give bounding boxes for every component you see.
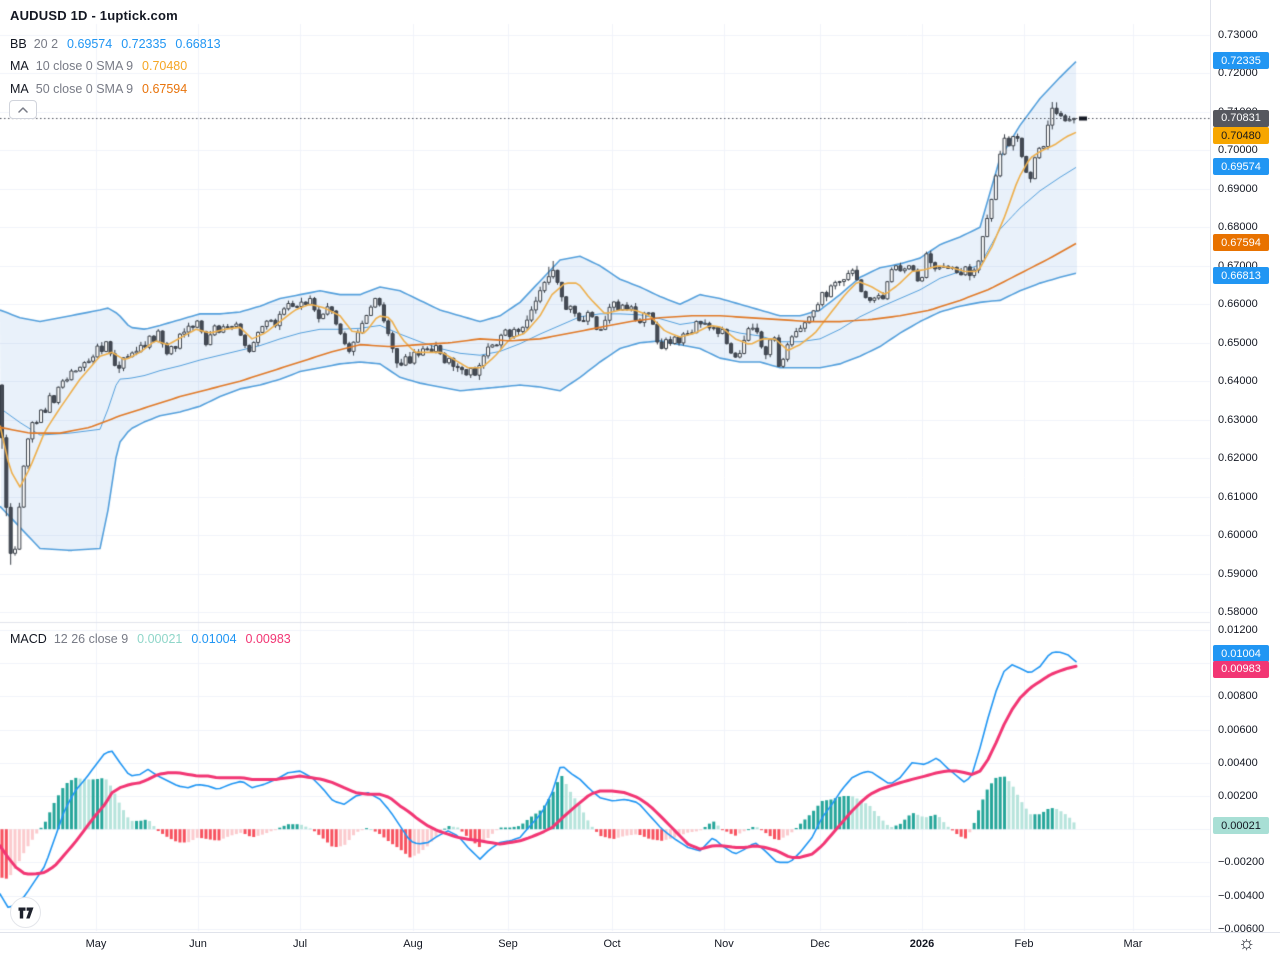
bb-value: 0.66813 (175, 37, 221, 51)
time-tick-label: Nov (714, 938, 734, 950)
ma50-legend-params: 50 close 0 SMA 9 (35, 82, 134, 96)
macd-legend-values: 0.00021 0.01004 0.00983 (135, 632, 298, 646)
tradingview-logo-icon (18, 907, 33, 918)
macd-value: 0.01004 (191, 632, 237, 646)
price-tick-label: 0.68000 (1218, 221, 1258, 234)
bb-legend-row[interactable]: BB 20 2 0.69574 0.72335 0.66813 (10, 36, 228, 52)
ma50-legend-value: 0.67594 (142, 82, 188, 96)
ma10-legend-row[interactable]: MA 10 close 0 SMA 9 0.70480 (10, 58, 187, 74)
bb-value: 0.69574 (67, 37, 113, 51)
price-badge: 0.66813 (1213, 267, 1269, 285)
price-tick-label: 0.63000 (1218, 413, 1258, 426)
ma10-legend-params: 10 close 0 SMA 9 (35, 59, 134, 73)
macd-tick-label: −0.00400 (1218, 889, 1265, 902)
bb-legend-name: BB (10, 37, 27, 51)
time-tick-label: 2026 (909, 938, 935, 950)
price-tick-label: 0.65000 (1218, 336, 1258, 349)
price-tick-label: 0.72000 (1218, 67, 1258, 80)
price-tick-label: 0.64000 (1218, 375, 1258, 388)
macd-legend-row[interactable]: MACD 12 26 close 9 0.00021 0.01004 0.00983 (10, 631, 298, 647)
macd-tick-label: 0.00600 (1218, 723, 1258, 736)
price-badge: 0.70480 (1213, 127, 1269, 145)
sun-icon[interactable]: ☼ (1238, 933, 1256, 954)
collapse-pane-button[interactable] (9, 100, 37, 119)
symbol-title[interactable]: AUDUSD 1D - 1uptick.com (10, 8, 178, 23)
bb-legend-params: 20 2 (33, 37, 59, 51)
macd-badge: 0.01004 (1213, 645, 1269, 663)
ma50-legend-row[interactable]: MA 50 close 0 SMA 9 0.67594 (10, 81, 187, 97)
macd-tick-label: −0.00200 (1218, 856, 1265, 869)
ma10-legend-value: 0.70480 (142, 59, 188, 73)
chevron-up-icon (18, 106, 28, 113)
macd-badge: 0.00021 (1213, 817, 1269, 835)
macd-tick-label: 0.00800 (1218, 690, 1258, 703)
ma50-legend-name: MA (10, 82, 29, 96)
macd-value: 0.00983 (245, 632, 291, 646)
price-tick-label: 0.61000 (1218, 490, 1258, 503)
macd-value: 0.00021 (137, 632, 183, 646)
macd-tick-label: 0.01200 (1218, 624, 1258, 636)
price-tick-label: 0.60000 (1218, 529, 1258, 542)
macd-tick-label: 0.00200 (1218, 790, 1258, 802)
price-tick-label: 0.70000 (1218, 144, 1258, 157)
price-badge: 0.67594 (1213, 234, 1269, 252)
price-tick-label: 0.73000 (1218, 29, 1258, 41)
time-tick-label: Aug (403, 938, 423, 950)
price-tick-label: 0.66000 (1218, 298, 1258, 311)
tradingview-logo[interactable] (10, 897, 41, 928)
price-tick-label: 0.69000 (1218, 182, 1258, 195)
time-tick-label: Dec (810, 938, 830, 950)
time-tick-label: Oct (603, 938, 621, 950)
bb-legend-values: 0.69574 0.72335 0.66813 (65, 37, 228, 51)
price-badge: 0.70831 (1213, 109, 1269, 127)
bb-value: 0.72335 (121, 37, 167, 51)
time-tick-label: Feb (1014, 938, 1034, 950)
price-badge: 0.72335 (1213, 52, 1269, 70)
time-tick-label: Jul (292, 938, 308, 950)
price-tick-label: 0.58000 (1218, 606, 1258, 618)
macd-legend-params: 12 26 close 9 (53, 632, 129, 646)
macd-tick-label: 0.00400 (1218, 756, 1258, 769)
time-tick-label: Mar (1123, 938, 1143, 950)
price-badge: 0.69574 (1213, 158, 1269, 176)
ma10-legend-name: MA (10, 59, 29, 73)
price-tick-label: 0.62000 (1218, 452, 1258, 465)
macd-legend-name: MACD (10, 632, 47, 646)
price-tick-label: 0.59000 (1218, 567, 1258, 580)
macd-badge: 0.00983 (1213, 660, 1269, 678)
time-tick-label: Sep (498, 938, 518, 950)
time-axis-separator (0, 932, 1280, 933)
time-tick-label: May (85, 938, 107, 950)
macd-tick-label: −0.00600 (1218, 922, 1265, 935)
time-tick-label: Jun (189, 938, 207, 950)
price-axis-separator (1210, 0, 1211, 932)
